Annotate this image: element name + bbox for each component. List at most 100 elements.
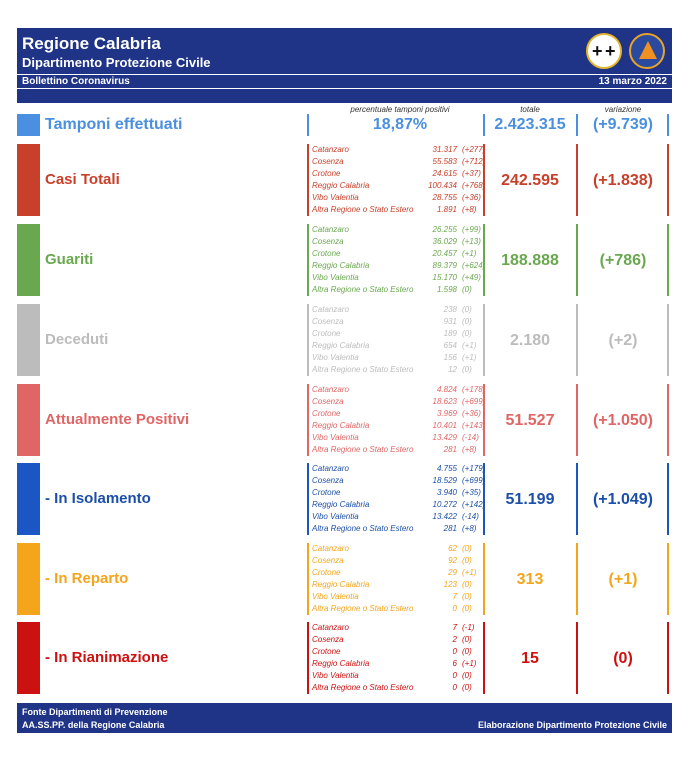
column-header-change: variazione: [604, 105, 642, 114]
section-total: 15: [521, 650, 539, 667]
section-divider: [667, 144, 669, 216]
province-change: (-1): [462, 623, 475, 632]
section-change: (+1.838): [592, 172, 654, 189]
province-name: Cosenza: [312, 635, 344, 644]
province-change: (0): [462, 329, 472, 338]
province-value: 18.623: [432, 397, 457, 406]
province-change: (+36): [462, 409, 481, 418]
bulletin-bar: Bollettino Coronavirus 13 marzo 2022: [17, 75, 672, 88]
section-swatch: [17, 622, 40, 694]
province-name: Altra Regione o Stato Estero: [312, 524, 414, 533]
bulletin-date: 13 marzo 2022: [598, 76, 667, 87]
province-name: Reggio Calabria: [312, 341, 370, 350]
footer-credit: Elaborazione Dipartimento Protezione Civ…: [477, 720, 667, 730]
section-change: (+2): [608, 332, 638, 349]
section-divider: [307, 384, 309, 456]
tamponi-percent: 18,87%: [372, 116, 428, 133]
province-change: (+277): [462, 145, 486, 154]
section-total: 51.199: [505, 491, 555, 508]
province-value: 931: [443, 317, 457, 326]
province-change: (+8): [462, 445, 477, 454]
province-value: 2: [452, 635, 457, 644]
section-divider: [667, 622, 669, 694]
regione-calabria-emblem-icon: + +: [586, 33, 622, 69]
province-change: (+49): [462, 273, 481, 282]
province-value: 29: [448, 568, 457, 577]
province-change: (0): [462, 671, 472, 680]
province-change: (0): [462, 580, 472, 589]
province-name: Reggio Calabria: [312, 500, 370, 509]
province-value: 1.598: [436, 285, 457, 294]
province-value: 4.755: [436, 464, 457, 473]
province-value: 100.434: [428, 181, 457, 190]
province-name: Vibo Valentia: [312, 592, 359, 601]
bulletin-label: Bollettino Coronavirus: [22, 76, 130, 87]
province-value: 281: [443, 524, 457, 533]
section-divider: [576, 463, 578, 535]
province-change: (0): [462, 285, 472, 294]
province-change: (0): [462, 647, 472, 656]
province-change: (0): [462, 305, 472, 314]
province-value: 89.379: [432, 261, 457, 270]
section-total: 2.180: [509, 332, 551, 349]
province-value: 28.755: [432, 193, 457, 202]
province-change: (0): [462, 556, 472, 565]
province-name: Cosenza: [312, 397, 344, 406]
section-divider: [667, 463, 669, 535]
province-change: (0): [462, 365, 472, 374]
section-label: Guariti: [45, 251, 94, 268]
province-value: 13.429: [432, 433, 457, 442]
province-name: Altra Regione o Stato Estero: [312, 365, 414, 374]
province-change: (+712): [462, 157, 486, 166]
province-name: Vibo Valentia: [312, 671, 359, 680]
province-value: 55.583: [432, 157, 457, 166]
province-value: 20.457: [432, 249, 457, 258]
province-name: Catanzaro: [312, 305, 349, 314]
tamponi-divider-left: [307, 114, 309, 136]
tamponi-row: Tamponi effettuati 18,87% 2.423.315 (+9.…: [0, 114, 692, 138]
province-name: Cosenza: [312, 556, 344, 565]
province-value: 123: [443, 580, 457, 589]
province-name: Altra Regione o Stato Estero: [312, 445, 414, 454]
province-value: 36.029: [432, 237, 457, 246]
province-change: (+1): [462, 353, 477, 362]
province-value: 6: [452, 659, 457, 668]
page-subtitle: Dipartimento Protezione Civile: [22, 55, 211, 70]
province-value: 0: [452, 647, 457, 656]
province-change: (+99): [462, 225, 481, 234]
province-value: 189: [443, 329, 457, 338]
province-value: 238: [443, 305, 457, 314]
tamponi-divider-end: [667, 114, 669, 136]
section-change: (+1.049): [592, 491, 654, 508]
section-divider: [483, 543, 485, 615]
province-change: (+142): [462, 500, 486, 509]
province-value: 18.529: [432, 476, 457, 485]
province-name: Crotone: [312, 329, 341, 338]
section-divider: [307, 304, 309, 376]
province-change: (+1): [462, 249, 477, 258]
section-divider: [483, 144, 485, 216]
province-change: (+36): [462, 193, 481, 202]
section-divider: [307, 622, 309, 694]
province-value: 31.317: [432, 145, 457, 154]
province-name: Vibo Valentia: [312, 353, 359, 362]
footer-source-line2: AA.SS.PP. della Regione Calabria: [22, 720, 165, 730]
footer: Fonte Dipartimenti di Prevenzione AA.SS.…: [17, 703, 672, 733]
province-value: 15.170: [432, 273, 457, 282]
section-swatch: [17, 463, 40, 535]
section-label: Casi Totali: [45, 171, 120, 188]
province-value: 10.272: [432, 500, 457, 509]
province-value: 0: [452, 683, 457, 692]
section-label: Deceduti: [45, 331, 109, 348]
province-change: (0): [462, 592, 472, 601]
province-value: 26.255: [432, 225, 457, 234]
province-value: 0: [452, 604, 457, 613]
province-value: 62: [448, 544, 457, 553]
tamponi-divider-mid: [483, 114, 485, 136]
column-header-percent: percentuale tamponi positivi: [350, 105, 450, 114]
section-divider: [667, 384, 669, 456]
section-change: (+1.050): [592, 412, 654, 429]
section-divider: [667, 224, 669, 296]
province-change: (+1): [462, 341, 477, 350]
province-change: (+1): [462, 659, 477, 668]
